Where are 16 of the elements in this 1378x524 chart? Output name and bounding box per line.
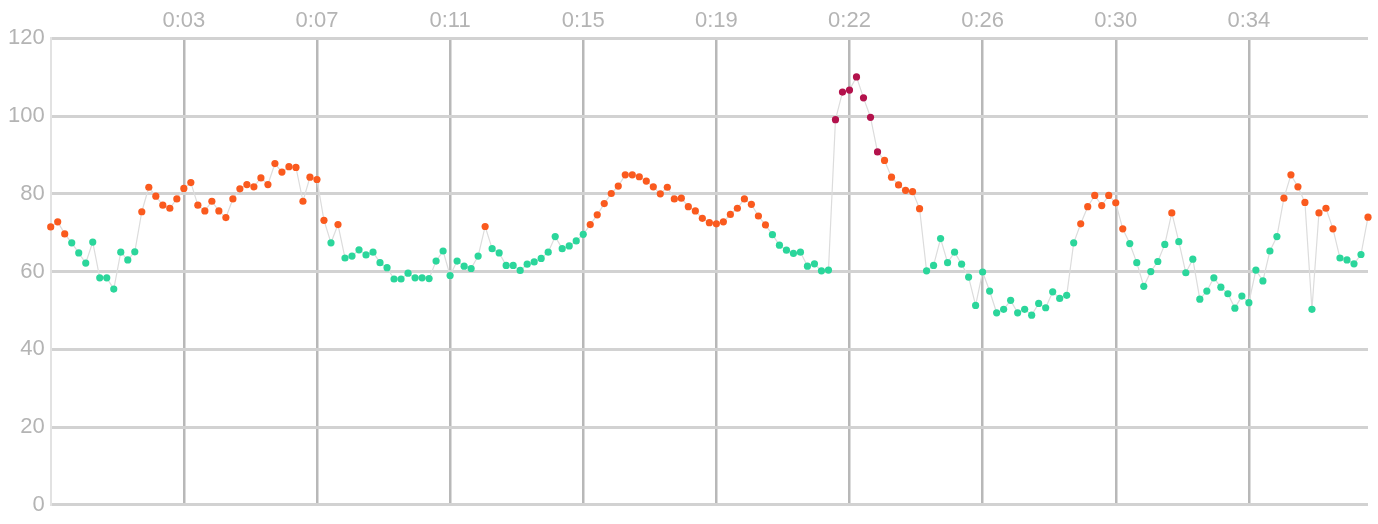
y-tick-label: 40	[20, 335, 45, 361]
y-tick-label: 120	[7, 24, 45, 50]
y-tick-label: 100	[7, 102, 45, 128]
x-tick-label: 0:30	[1094, 7, 1138, 33]
y-tick-label: 80	[20, 179, 45, 205]
x-tick-label: 0:07	[295, 7, 339, 33]
x-tick-label: 0:26	[961, 7, 1005, 33]
x-tick-label: 0:34	[1227, 7, 1271, 33]
x-tick-label: 0:19	[694, 7, 738, 33]
y-tick-label: 0	[32, 490, 45, 516]
y-tick-label: 60	[20, 257, 45, 283]
x-tick-label: 0:03	[162, 7, 206, 33]
x-tick-label: 0:11	[429, 7, 471, 33]
x-tick-label: 0:22	[828, 7, 871, 33]
y-tick-label: 20	[20, 413, 45, 439]
x-tick-label: 0:15	[561, 7, 605, 33]
